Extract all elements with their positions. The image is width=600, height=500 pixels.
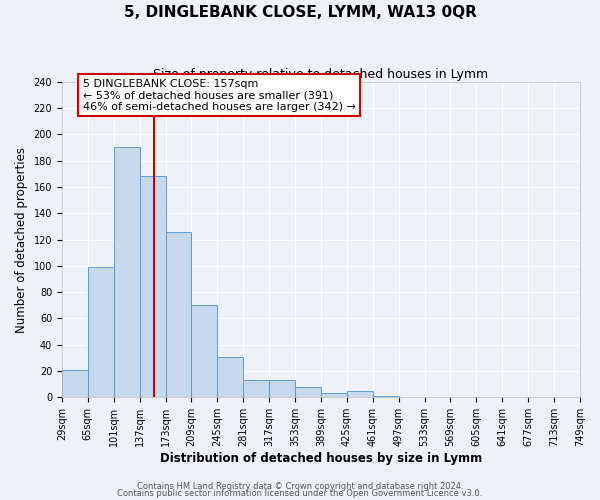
Bar bbox=[191, 306, 217, 398]
Bar bbox=[62, 370, 88, 398]
Bar bbox=[373, 396, 398, 398]
Bar bbox=[347, 391, 373, 398]
Y-axis label: Number of detached properties: Number of detached properties bbox=[15, 146, 28, 332]
X-axis label: Distribution of detached houses by size in Lymm: Distribution of detached houses by size … bbox=[160, 452, 482, 465]
Bar bbox=[243, 380, 269, 398]
Text: Contains HM Land Registry data © Crown copyright and database right 2024.: Contains HM Land Registry data © Crown c… bbox=[137, 482, 463, 491]
Bar bbox=[217, 356, 243, 398]
Bar bbox=[166, 232, 191, 398]
Bar bbox=[321, 394, 347, 398]
Bar bbox=[114, 148, 140, 398]
Text: 5, DINGLEBANK CLOSE, LYMM, WA13 0QR: 5, DINGLEBANK CLOSE, LYMM, WA13 0QR bbox=[124, 5, 476, 20]
Bar bbox=[88, 267, 114, 398]
Text: 5 DINGLEBANK CLOSE: 157sqm
← 53% of detached houses are smaller (391)
46% of sem: 5 DINGLEBANK CLOSE: 157sqm ← 53% of deta… bbox=[83, 78, 356, 112]
Bar bbox=[269, 380, 295, 398]
Title: Size of property relative to detached houses in Lymm: Size of property relative to detached ho… bbox=[154, 68, 488, 80]
Bar bbox=[295, 387, 321, 398]
Bar bbox=[140, 176, 166, 398]
Text: Contains public sector information licensed under the Open Government Licence v3: Contains public sector information licen… bbox=[118, 489, 482, 498]
